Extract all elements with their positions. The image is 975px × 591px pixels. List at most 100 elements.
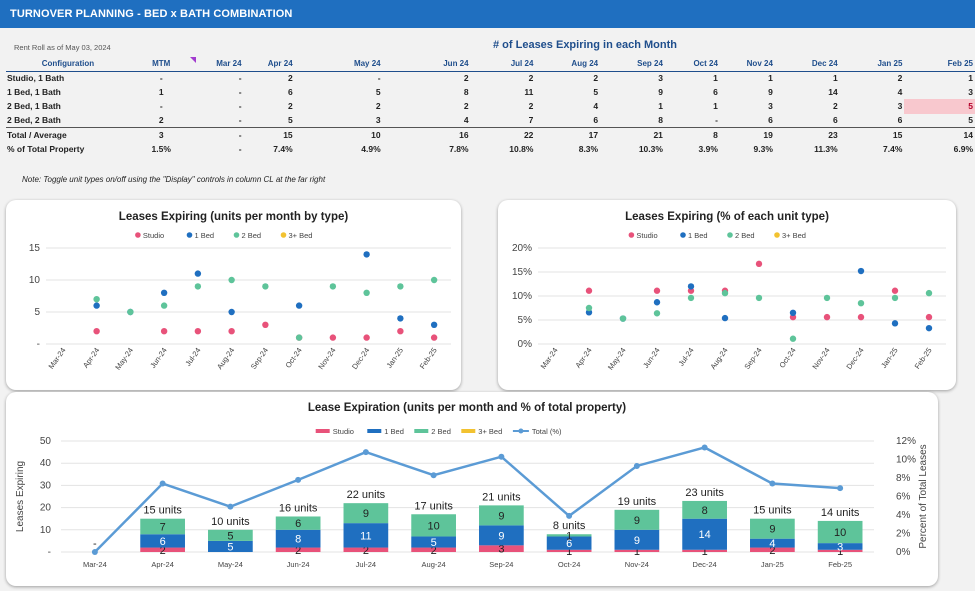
- table-cell: 11: [524, 87, 534, 98]
- bar-total-label: 15 units: [753, 505, 792, 517]
- x-tick-label: Feb-25: [418, 346, 439, 371]
- table-cell: 3: [375, 115, 381, 126]
- row-label: 2 Bed, 2 Bath: [7, 115, 61, 126]
- data-point: [789, 335, 797, 342]
- y2-tick-label: 6%: [896, 492, 911, 503]
- bar-segment: [208, 540, 253, 552]
- table-cell: 2: [528, 101, 534, 112]
- data-point: [194, 270, 202, 277]
- table-cell: 3.9%: [698, 144, 718, 155]
- bar-segment: [140, 547, 185, 552]
- bar-segment-label: 4: [769, 538, 775, 550]
- table-cell: 16: [382, 127, 471, 142]
- bar-segment: [140, 518, 185, 535]
- toggle-note: Note: Toggle unit types on/off using the…: [22, 175, 326, 184]
- bar-segment-label: 1: [702, 546, 708, 558]
- table-cell: -: [238, 115, 242, 126]
- data-point: [262, 321, 269, 328]
- data-point: [857, 267, 865, 275]
- table-cell: -: [715, 115, 718, 126]
- bar-segment: [614, 509, 660, 530]
- bar-segment: [750, 518, 795, 539]
- x-tick-label: Sep-24: [489, 560, 513, 569]
- x-tick-label: Nov-24: [316, 346, 337, 371]
- y-tick-label: 5%: [518, 315, 533, 326]
- total-percent-point: [91, 549, 98, 555]
- y-tick-label: 10: [29, 275, 41, 286]
- bar-segment: [817, 543, 863, 550]
- data-point: [295, 302, 303, 309]
- table-cell: 6: [832, 115, 838, 126]
- table-cell: 2: [287, 73, 293, 84]
- data-point: [430, 276, 438, 284]
- data-point: [430, 321, 438, 328]
- x-tick-label: Jul-24: [183, 346, 202, 368]
- legend-swatch: [414, 429, 429, 433]
- table-cell: 2: [593, 73, 599, 84]
- table-cell: 1: [768, 73, 773, 84]
- stacked-bar-card: Lease Expiration (units per month and % …: [6, 392, 938, 586]
- table-cell: 3: [658, 73, 663, 84]
- x-tick-label: Jun-24: [287, 560, 310, 569]
- table-cell: 14: [828, 87, 838, 98]
- x-tick-label: Oct-24: [558, 560, 581, 569]
- data-point: [295, 334, 303, 341]
- bar-segment-label: 2: [160, 545, 166, 557]
- table-cell: -: [238, 101, 242, 112]
- data-point: [585, 304, 593, 312]
- data-point: [857, 313, 865, 321]
- table-cell: 1: [713, 73, 718, 84]
- data-point: [228, 308, 235, 316]
- data-point: [653, 310, 661, 317]
- x-tick-label: Jul-24: [356, 560, 376, 569]
- bar-segment-label: 9: [769, 524, 775, 536]
- column-header: Sep 24: [600, 57, 665, 72]
- data-point: [397, 283, 404, 290]
- bar-segment: [479, 525, 524, 546]
- data-point: [891, 320, 899, 327]
- comment-marker-icon[interactable]: [190, 57, 196, 63]
- total-percent-point: [159, 480, 166, 487]
- x-tick-label: Aug-24: [422, 560, 446, 569]
- bar-segment-label: 1: [837, 546, 843, 558]
- table-cell: 5: [375, 87, 381, 98]
- bar-total-label: -: [93, 538, 97, 550]
- bar-total-label: 8 units: [553, 520, 586, 532]
- bar-total-label: 10 units: [211, 516, 250, 528]
- table-cell: 2: [287, 101, 293, 112]
- table-row: 1 Bed, 1 Bath 1 - 6 5 8 11 5 9 6 9 14 4 3: [6, 85, 975, 99]
- legend-label: 1 Bed: [384, 427, 404, 436]
- bar-segment-label: 1: [566, 546, 572, 558]
- table-row: % of Total Property 1.5% - 7.4% 4.9% 7.8% 10.8…: [6, 142, 975, 156]
- data-point: [891, 287, 899, 294]
- data-point: [891, 294, 899, 302]
- table-cell: -: [238, 73, 242, 84]
- data-point: [585, 287, 593, 294]
- y-tick-label: 5: [34, 307, 40, 318]
- table-cell: -: [377, 73, 381, 84]
- bar-segment-label: 8: [702, 505, 708, 517]
- total-percent-point: [837, 485, 844, 492]
- legend-swatch: [727, 232, 733, 238]
- table-cell: -: [238, 144, 242, 155]
- y-tick-label: 10%: [512, 291, 532, 302]
- total-percent-point: [633, 462, 640, 469]
- bar-segment-label: 9: [498, 530, 504, 542]
- x-tick-label: Mar-24: [83, 560, 107, 569]
- table-cell: 1: [968, 73, 973, 84]
- table-cell: 3: [897, 101, 903, 112]
- x-tick-label: Mar-24: [539, 346, 560, 371]
- bar-segment-label: 5: [227, 541, 233, 553]
- table-cell: 15: [839, 127, 905, 142]
- x-tick-label: Aug-24: [708, 346, 729, 371]
- legend-label: 1 Bed: [688, 231, 708, 240]
- column-header: May 24: [294, 57, 383, 72]
- table-cell: 23: [774, 127, 840, 142]
- table-cell: 8: [463, 87, 469, 98]
- total-percent-point: [566, 512, 573, 519]
- data-point: [619, 315, 627, 322]
- table-cell: 9.3%: [753, 144, 773, 155]
- data-point: [687, 294, 695, 302]
- table-cell: 6: [593, 115, 599, 126]
- legend-label: 3+ Bed: [289, 231, 313, 240]
